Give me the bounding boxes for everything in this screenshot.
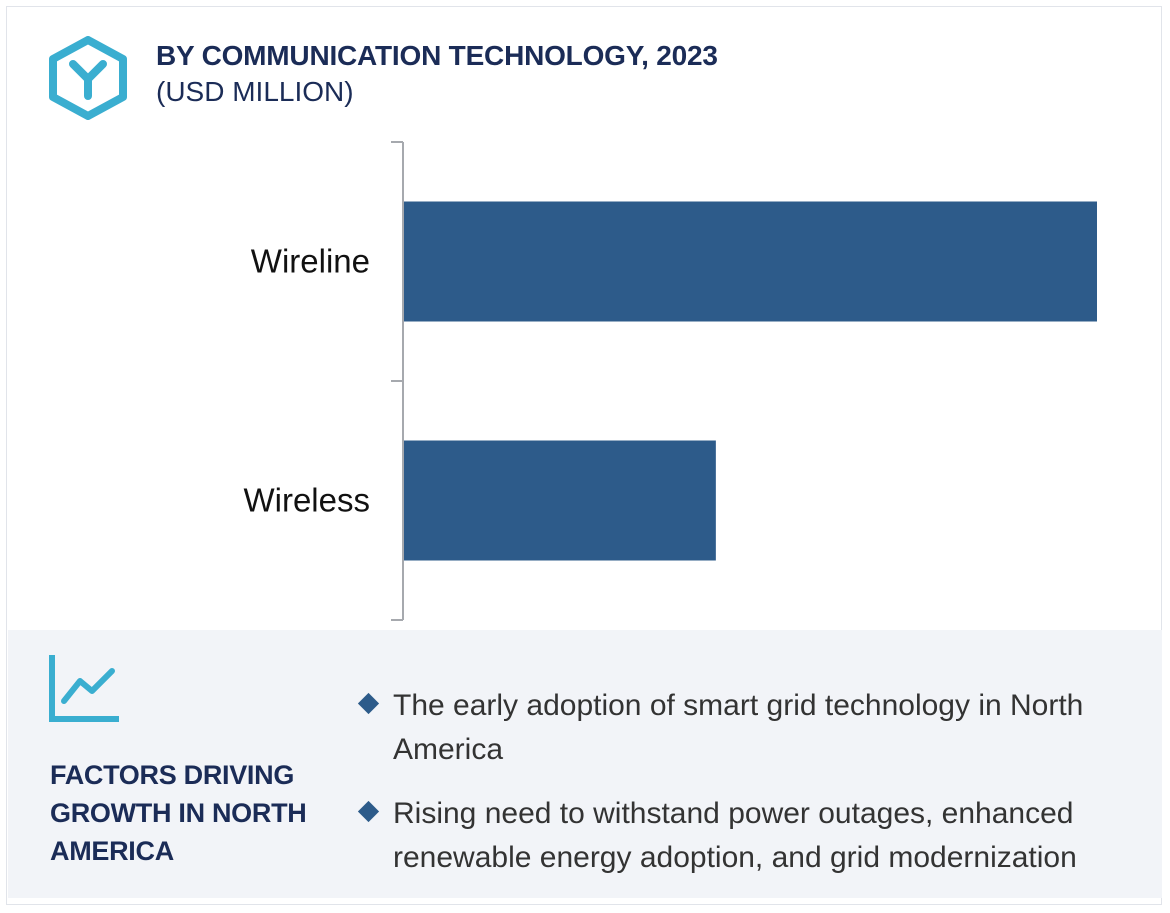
diamond-bullet-icon: [357, 800, 380, 823]
bar-wireless: [404, 440, 716, 561]
factors-bullet-list: The early adoption of smart grid technol…: [357, 684, 1148, 900]
chart-subtitle: (USD MILLION): [156, 76, 354, 107]
hexagon-y-logo-icon: [49, 36, 127, 120]
bar-wireline: [404, 201, 1097, 322]
chart-title: BY COMMUNICATION TECHNOLOGY, 2023: [156, 40, 718, 71]
bullet-text: The early adoption of smart grid technol…: [393, 689, 1084, 766]
category-label: Wireless: [243, 482, 370, 519]
factors-title: FACTORS DRIVING GROWTH IN NORTH AMERICA: [50, 760, 307, 866]
factors-panel: [8, 630, 1162, 898]
list-item: Rising need to withstand power outages, …: [357, 792, 1148, 880]
diamond-bullet-icon: [357, 692, 380, 715]
trend-chart-icon: [49, 655, 119, 722]
list-item: The early adoption of smart grid technol…: [357, 684, 1148, 772]
bullet-text: Rising need to withstand power outages, …: [393, 797, 1077, 874]
category-label: Wireline: [251, 243, 370, 280]
bar-chart: Wireline Wireless: [243, 141, 1097, 621]
